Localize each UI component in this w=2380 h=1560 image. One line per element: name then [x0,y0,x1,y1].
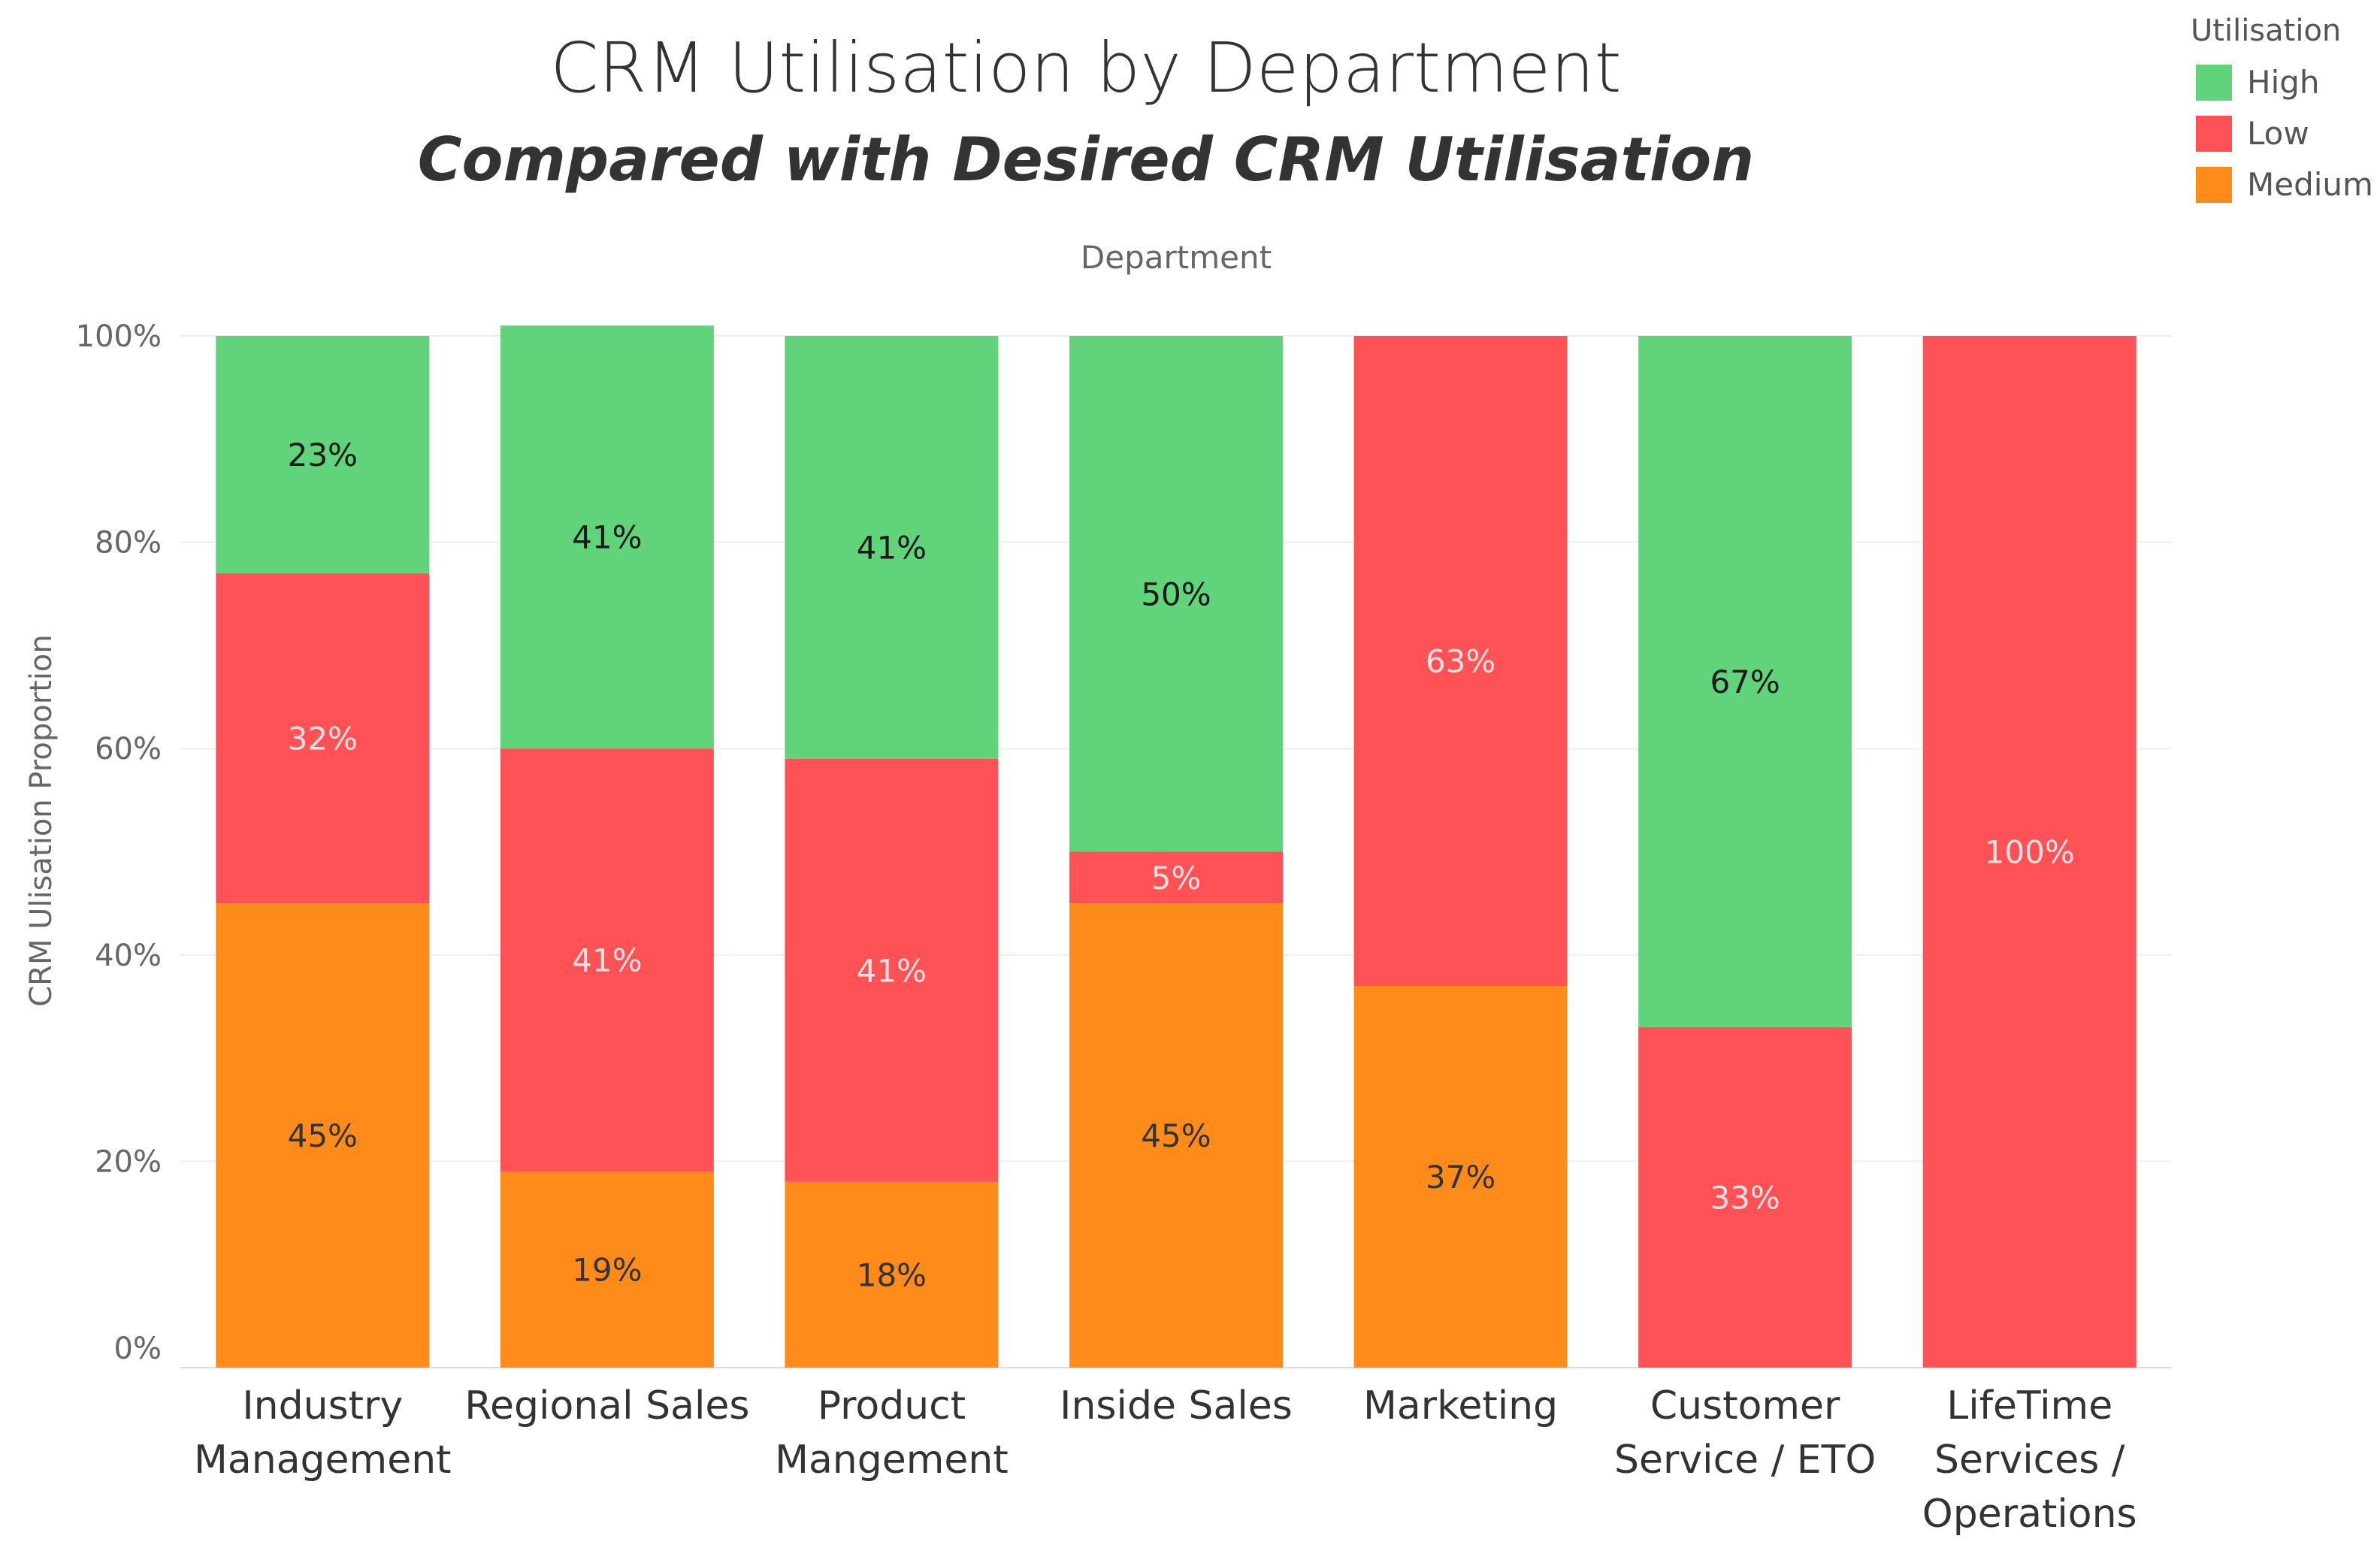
legend-label: Low [2247,115,2309,152]
x-category-label: Industry Management [194,1383,452,1483]
bar-segment-high [1069,336,1283,852]
legend: High Low Medium [2196,64,2373,203]
x-category-label: Inside Sales [1060,1383,1293,1428]
legend-swatch-medium [2196,167,2232,203]
bar-segment-low [785,758,999,1182]
x-category-label: Marketing [1363,1383,1558,1428]
bar-segment-medium [216,903,430,1368]
data-label: 45% [288,1117,358,1154]
bar-segment-medium [1069,903,1283,1368]
bar-segment-high [785,336,999,759]
bar-segment-low [1922,336,2137,1368]
data-label: 41% [857,529,927,566]
data-label: 41% [857,952,927,989]
data-label: 33% [1710,1179,1780,1216]
data-label: 23% [288,437,358,473]
bar-segment-low [1353,336,1568,986]
legend-title: Utilisation [2191,14,2341,48]
x-categories: Industry Management Regional Sales Product M… [194,1383,2137,1537]
x-axis-title: Department [1081,239,1272,276]
data-label: 45% [1141,1117,1211,1154]
bar-segment-medium [785,1181,999,1368]
data-label: 37% [1426,1159,1495,1196]
segment-labels: 45% 32% 23% 19% 41% 41% 18% 41% 41% 45% 5% 50% 37% 63… [288,437,2075,1294]
x-category-label: Customer Service / ETO [1614,1383,1876,1483]
data-label: 50% [1141,576,1211,612]
y-ticks: 0% 20% 40% 60% 80% 100% [76,319,162,1366]
chart-subtitle: Compared with Desired CRM Utilisation [418,125,1754,195]
data-label: 32% [288,720,358,757]
bar-segment-low [1638,1026,1852,1368]
data-label: 67% [1710,664,1780,700]
y-tick-label: 60% [95,732,162,766]
x-category-label: Product Mangement [775,1383,1009,1483]
data-label: 41% [572,942,642,979]
bar-segment-medium [500,1172,714,1368]
data-label: 41% [572,519,642,556]
data-label: 63% [1426,642,1495,679]
bar-segment-low [1069,851,1283,904]
data-label: 19% [572,1252,642,1289]
y-tick-label: 40% [95,939,162,973]
x-category-label: Regional Sales [464,1383,749,1428]
y-axis-title: CRM Ulisation Proportion [24,634,59,1007]
data-label: 5% [1151,860,1202,896]
y-tick-label: 0% [114,1332,162,1366]
legend-label: Medium [2247,166,2373,203]
data-label: 18% [857,1256,927,1293]
bar-segment-low [500,748,714,1172]
chart-title: CRM Utilisation by Department [550,28,1621,108]
bar-segment-high [500,325,714,749]
bars [216,325,2137,1368]
y-tick-label: 100% [76,319,162,354]
legend-label: High [2247,64,2320,101]
legend-swatch-low [2196,116,2232,152]
bar-segment-high [1638,336,1852,1027]
legend-swatch-high [2196,65,2232,101]
y-tick-label: 80% [95,526,162,561]
data-label: 100% [1985,834,2075,871]
x-category-label: LifeTime Services / Operations [1922,1383,2137,1537]
bar-segment-medium [1353,985,1568,1368]
bar-segment-low [216,573,430,904]
bar-segment-high [216,336,430,573]
y-tick-label: 20% [95,1144,162,1179]
